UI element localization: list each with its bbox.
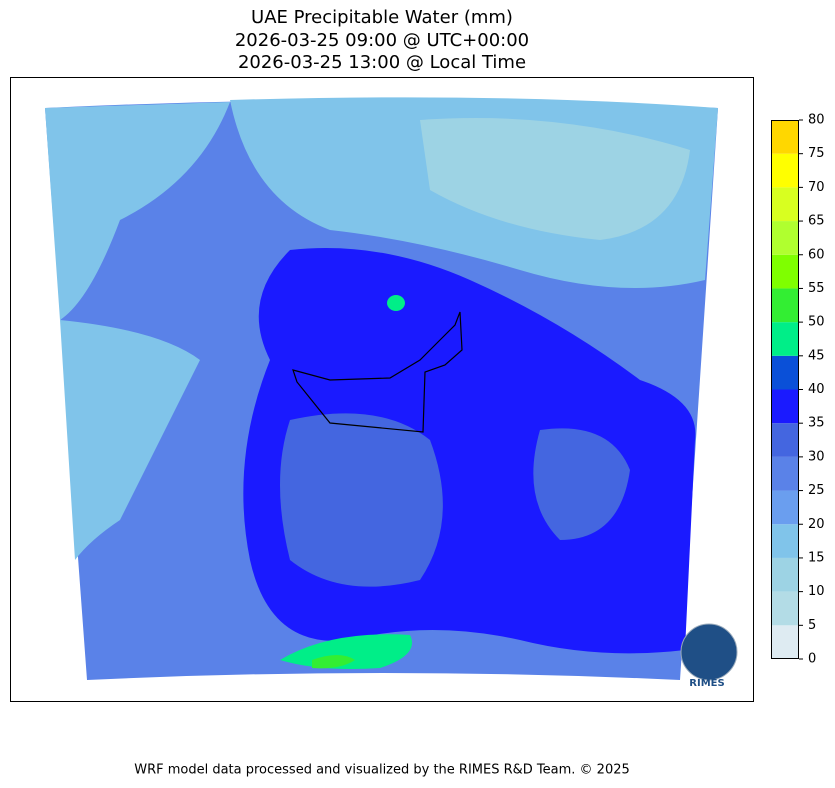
- colorbar-bin: [771, 591, 799, 626]
- map: RIMES: [45, 97, 738, 689]
- colorbar-tick-label: 70: [808, 180, 825, 195]
- colorbar-bin: [771, 153, 799, 188]
- colorbar-bin: [771, 355, 799, 390]
- colorbar-bin: [771, 557, 799, 592]
- country-border: [292, 311, 463, 433]
- colorbar-tick-label: 40: [808, 382, 825, 397]
- colorbar-bin: [771, 288, 799, 323]
- colorbar-bin: [771, 423, 799, 457]
- colorbar-tick-label: 5: [808, 618, 816, 633]
- colorbar-bin: [771, 187, 799, 222]
- colorbar-tick-label: 75: [808, 146, 825, 161]
- field-region: [312, 655, 355, 669]
- colorbar-bin: [771, 221, 799, 255]
- colorbar-bin: [771, 524, 799, 558]
- colorbar-bin: [771, 322, 799, 356]
- colorbar-tick-label: 0: [808, 652, 816, 667]
- colorbar-tick-label: 10: [808, 584, 825, 599]
- field-region: [420, 118, 690, 240]
- field-region: [280, 413, 443, 587]
- field-region: [60, 320, 200, 560]
- colorbar-tick-label: 35: [808, 416, 825, 431]
- colorbar-tick-label: 45: [808, 348, 825, 363]
- colorbar: 0 5 10 15 20 25 30 35 40 45 50 55 60 65 70 75 80: [771, 113, 825, 667]
- logo-emblem: [680, 623, 738, 681]
- colorbar-tick-label: 65: [808, 214, 825, 229]
- colorbar-bin: [771, 254, 799, 289]
- footer: WRF model data processed and visualized …: [134, 763, 630, 778]
- colorbar-tick-label: 80: [808, 113, 825, 128]
- colorbar-tick-label: 15: [808, 550, 825, 565]
- colorbar-tick-label: 60: [808, 247, 825, 262]
- logo-text: RIMES: [689, 678, 724, 689]
- colorbar-outline: [771, 120, 799, 659]
- field-region: [45, 102, 230, 320]
- title-line: UAE Precipitable Water (mm): [251, 7, 513, 28]
- colorbar-bin: [771, 490, 799, 525]
- colorbar-tick-label: 55: [808, 281, 825, 296]
- colorbar-tick-label: 25: [808, 483, 825, 498]
- title-line: 2026-03-25 09:00 @ UTC+00:00: [235, 30, 529, 51]
- colorbar-tick-label: 30: [808, 449, 825, 464]
- field-region: [533, 428, 630, 540]
- colorbar-bin: [771, 389, 799, 424]
- colorbar-bin: [771, 456, 799, 491]
- colorbar-tick-label: 20: [808, 517, 825, 532]
- colorbar-bin: [771, 120, 799, 154]
- colorbar-tick-label: 50: [808, 315, 825, 330]
- title-line: 2026-03-25 13:00 @ Local Time: [238, 52, 526, 73]
- field-region: [387, 295, 405, 311]
- colorbar-bin: [771, 625, 799, 659]
